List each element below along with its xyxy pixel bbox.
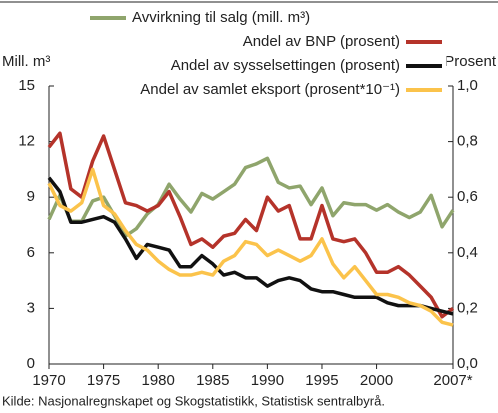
legend-label: Andel av sysselsettingen (prosent) — [171, 57, 400, 74]
legend-label: Andel av BNP (prosent) — [243, 33, 400, 50]
legend-label: Andel av samlet eksport (prosent*10⁻¹) — [140, 81, 400, 98]
y-tick-label: 15 — [18, 77, 35, 94]
series-line — [47, 176, 454, 316]
series-line — [47, 131, 455, 319]
axes — [48, 86, 454, 365]
y-tick-label: 9 — [27, 188, 35, 205]
y2-tick-label: 0,2 — [457, 299, 478, 316]
x-tick-label: 1980 — [142, 372, 175, 389]
x-tick-label: 2007* — [433, 372, 472, 389]
y-tick-label: 0 — [27, 355, 35, 372]
y2-axis-label: Prosent — [444, 53, 497, 70]
y2-tick-label: 1,0 — [457, 77, 478, 94]
y-tick-label: 12 — [18, 133, 35, 150]
x-tick-label: 1985 — [196, 372, 229, 389]
y-tick-label: 6 — [27, 244, 35, 261]
y2-tick-label: 0,8 — [457, 133, 478, 150]
series-line — [47, 167, 454, 327]
y2-tick-label: 0,6 — [457, 188, 478, 205]
y-tick-label: 3 — [27, 299, 35, 316]
x-tick-label: 2000 — [360, 372, 393, 389]
x-tick-label: 1995 — [305, 372, 338, 389]
x-tick-label: 1990 — [251, 372, 284, 389]
x-tick-label: 1975 — [87, 372, 120, 389]
y2-tick-label: 0,4 — [457, 244, 478, 261]
legend-box — [83, 5, 447, 111]
y2-tick-label: 0,0 — [457, 355, 478, 372]
y-axis-label: Mill. m³ — [2, 53, 50, 70]
source: Kilde: Nasjonalregnskapet og Skogstatist… — [2, 393, 385, 408]
legend-label: Avvirkning til salg (mill. m³) — [132, 9, 310, 26]
x-tick-label: 1970 — [32, 372, 65, 389]
